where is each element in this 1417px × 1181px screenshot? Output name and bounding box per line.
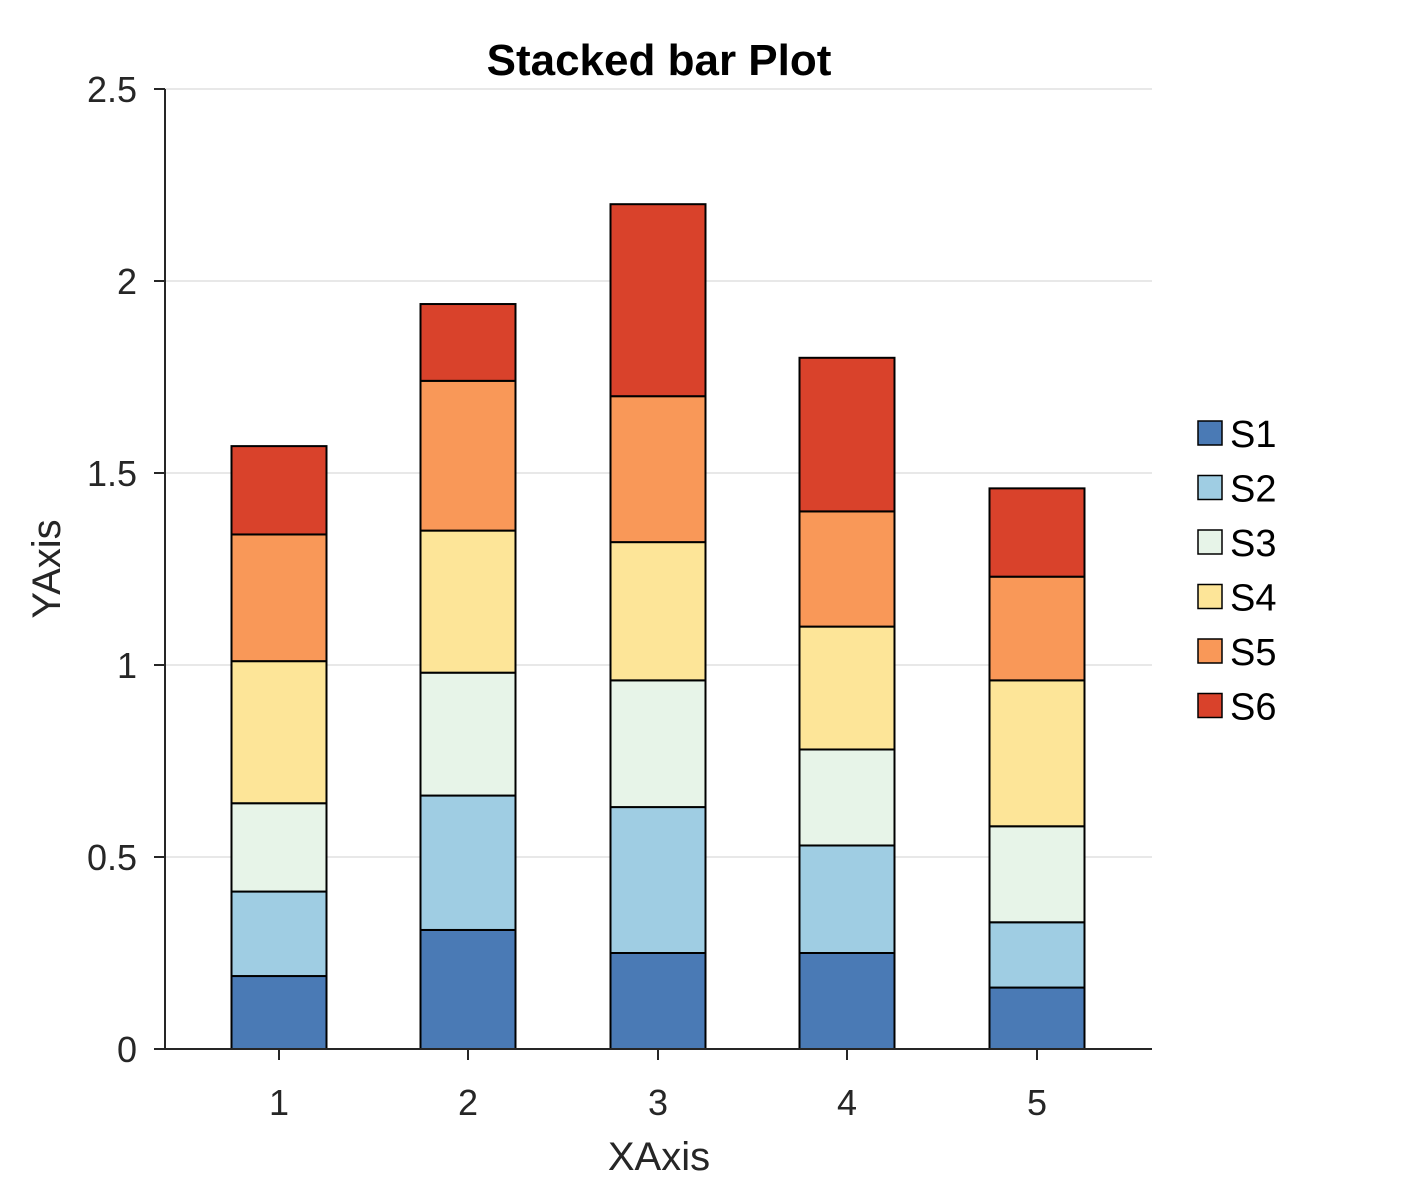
bar-segment-s3-cat-4 — [798, 748, 896, 847]
legend-label-s2: S2 — [1230, 469, 1276, 511]
bar-segment-s1-cat-2 — [419, 928, 517, 1051]
legend-swatch-s1 — [1197, 420, 1223, 446]
bar-segment-s4-cat-5 — [988, 679, 1086, 828]
bar-segment-s2-cat-5 — [988, 921, 1086, 989]
legend-label-s1: S1 — [1230, 414, 1276, 456]
bar-segment-s3-cat-3 — [609, 679, 707, 809]
y-tick-label: 1 — [117, 645, 137, 686]
bar-segment-s1-cat-1 — [230, 975, 328, 1050]
axes-layer: 0 0.5 1 1.5 2 2.5 1 2 3 4 5 — [87, 69, 1152, 1123]
legend-swatch-s5 — [1197, 638, 1223, 664]
bar-segment-s3-cat-1 — [230, 802, 328, 893]
chart-title: Stacked bar Plot — [487, 36, 832, 85]
bar-segment-s5-cat-4 — [798, 510, 896, 628]
legend-label-s5: S5 — [1230, 632, 1276, 674]
legend: S1 S2 S3 S4 S5 S6 — [1197, 414, 1276, 729]
legend-swatch-s6 — [1197, 692, 1223, 719]
legend-swatch-s2 — [1197, 474, 1223, 501]
bar-segment-s4-cat-2 — [419, 529, 517, 674]
x-axis-label: XAxis — [608, 1135, 710, 1179]
x-tick-label: 1 — [269, 1082, 289, 1123]
y-tick-label: 2.5 — [87, 69, 137, 110]
bar-segment-s6-cat-2 — [419, 303, 517, 382]
y-tick-label: 1.5 — [87, 453, 137, 494]
x-tick-label: 2 — [458, 1082, 478, 1123]
bar-segment-s6-cat-4 — [798, 356, 896, 513]
bar-segment-s2-cat-3 — [609, 806, 707, 955]
x-tick-label: 4 — [837, 1082, 857, 1123]
legend-label-s4: S4 — [1230, 578, 1276, 620]
bar-segment-s1-cat-5 — [988, 986, 1086, 1050]
bar-segment-s3-cat-2 — [419, 671, 517, 797]
bar-segment-s6-cat-3 — [609, 203, 707, 398]
legend-swatch-s3 — [1197, 529, 1223, 555]
bar-segment-s1-cat-4 — [798, 952, 896, 1050]
y-tick-label: 2 — [117, 261, 137, 302]
bar-segment-s5-cat-5 — [988, 575, 1086, 682]
bar-segment-s2-cat-1 — [230, 890, 328, 978]
bar-segment-s5-cat-3 — [609, 395, 707, 544]
y-tick-label: 0 — [117, 1029, 137, 1070]
bar-segment-s1-cat-3 — [609, 952, 707, 1050]
y-axis-label: YAxis — [25, 519, 69, 618]
bar-segment-s6-cat-5 — [988, 487, 1086, 578]
legend-label-s6: S6 — [1230, 687, 1276, 729]
bar-segment-s2-cat-2 — [419, 794, 517, 931]
legend-swatch-s4 — [1197, 583, 1223, 610]
x-tick-label: 5 — [1027, 1082, 1047, 1123]
bar-segment-s3-cat-5 — [988, 825, 1086, 924]
bars-layer — [230, 203, 1086, 1051]
y-tick-label: 0.5 — [87, 837, 137, 878]
bar-segment-s6-cat-1 — [230, 445, 328, 536]
bar-segment-s4-cat-4 — [798, 625, 896, 751]
bar-segment-s4-cat-3 — [609, 541, 707, 682]
x-tick-label: 3 — [648, 1082, 668, 1123]
legend-label-s3: S3 — [1230, 523, 1276, 565]
bar-segment-s2-cat-4 — [798, 844, 896, 954]
bar-segment-s4-cat-1 — [230, 660, 328, 805]
bar-segment-s5-cat-1 — [230, 533, 328, 663]
bar-segment-s5-cat-2 — [419, 379, 517, 532]
